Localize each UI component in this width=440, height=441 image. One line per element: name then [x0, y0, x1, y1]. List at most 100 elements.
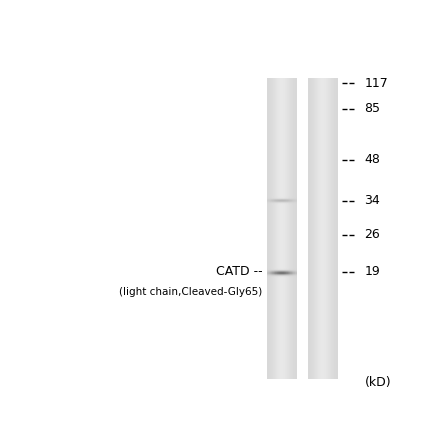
Bar	[269, 196, 270, 197]
Bar	[288, 274, 289, 275]
Bar	[285, 269, 286, 270]
Bar	[270, 199, 271, 200]
Bar	[291, 275, 292, 276]
Bar	[268, 268, 269, 269]
Bar	[288, 269, 289, 270]
Bar	[268, 270, 269, 271]
Bar	[292, 268, 293, 269]
Bar	[285, 272, 286, 273]
Bar	[277, 268, 278, 269]
Bar	[294, 275, 295, 276]
Bar	[268, 275, 269, 276]
Bar	[292, 271, 293, 272]
Bar	[295, 272, 296, 273]
Bar	[287, 198, 288, 199]
Bar	[273, 271, 274, 272]
Bar	[283, 201, 284, 202]
Bar	[324, 78, 325, 379]
Bar	[274, 202, 275, 203]
Bar	[290, 273, 291, 274]
Bar	[279, 203, 280, 204]
Bar	[276, 199, 277, 200]
Bar	[288, 271, 289, 272]
Bar	[281, 201, 282, 202]
Bar	[270, 275, 271, 276]
Bar	[272, 269, 273, 270]
Bar	[275, 199, 276, 200]
Bar	[281, 268, 282, 269]
Bar	[286, 276, 287, 277]
Bar	[279, 270, 280, 271]
Bar	[293, 276, 294, 277]
Bar	[278, 271, 279, 272]
Bar	[280, 276, 281, 277]
Bar	[284, 275, 285, 276]
Bar	[280, 271, 281, 272]
Bar	[285, 196, 286, 197]
Bar	[287, 78, 288, 379]
Bar	[277, 202, 278, 203]
Bar	[283, 202, 284, 203]
Bar	[271, 271, 272, 272]
Bar	[286, 273, 287, 274]
Bar	[271, 268, 272, 269]
Bar	[291, 196, 292, 197]
Bar	[288, 200, 289, 201]
Bar	[294, 275, 295, 276]
Bar	[272, 204, 273, 205]
Bar	[280, 272, 281, 273]
Bar	[282, 201, 283, 202]
Bar	[279, 197, 280, 198]
Bar	[290, 269, 291, 270]
Bar	[286, 273, 287, 274]
Bar	[280, 272, 281, 273]
Bar	[274, 201, 275, 202]
Bar	[276, 273, 277, 274]
Bar	[269, 268, 270, 269]
Bar	[278, 199, 279, 200]
Bar	[267, 201, 268, 202]
Bar	[283, 272, 284, 273]
Bar	[283, 198, 284, 199]
Bar	[292, 202, 293, 203]
Bar	[279, 272, 280, 273]
Bar	[295, 198, 296, 199]
Bar	[291, 272, 292, 273]
Bar	[288, 199, 289, 200]
Bar	[276, 271, 277, 272]
Bar	[281, 274, 282, 275]
Bar	[287, 202, 288, 203]
Bar	[267, 272, 268, 273]
Bar	[283, 272, 284, 273]
Bar	[274, 272, 275, 273]
Bar	[285, 204, 286, 205]
Bar	[313, 78, 314, 379]
Bar	[281, 276, 282, 277]
Bar	[274, 270, 275, 271]
Bar	[284, 273, 285, 274]
Bar	[273, 199, 274, 200]
Bar	[289, 198, 290, 199]
Bar	[274, 201, 275, 202]
Bar	[271, 204, 272, 205]
Bar	[271, 202, 272, 203]
Bar	[270, 204, 271, 205]
Bar	[278, 270, 279, 271]
Bar	[272, 276, 273, 277]
Bar	[296, 270, 297, 271]
Bar	[278, 268, 279, 269]
Bar	[272, 203, 273, 204]
Bar	[272, 201, 273, 202]
Bar	[294, 199, 295, 200]
Bar	[270, 196, 271, 197]
Bar	[285, 269, 286, 270]
Bar	[283, 276, 284, 277]
Bar	[270, 196, 271, 197]
Bar	[288, 197, 289, 198]
Bar	[275, 201, 276, 202]
Bar	[293, 276, 294, 277]
Bar	[279, 273, 280, 274]
Bar	[293, 269, 294, 270]
Bar	[294, 198, 295, 199]
Bar	[272, 197, 273, 198]
